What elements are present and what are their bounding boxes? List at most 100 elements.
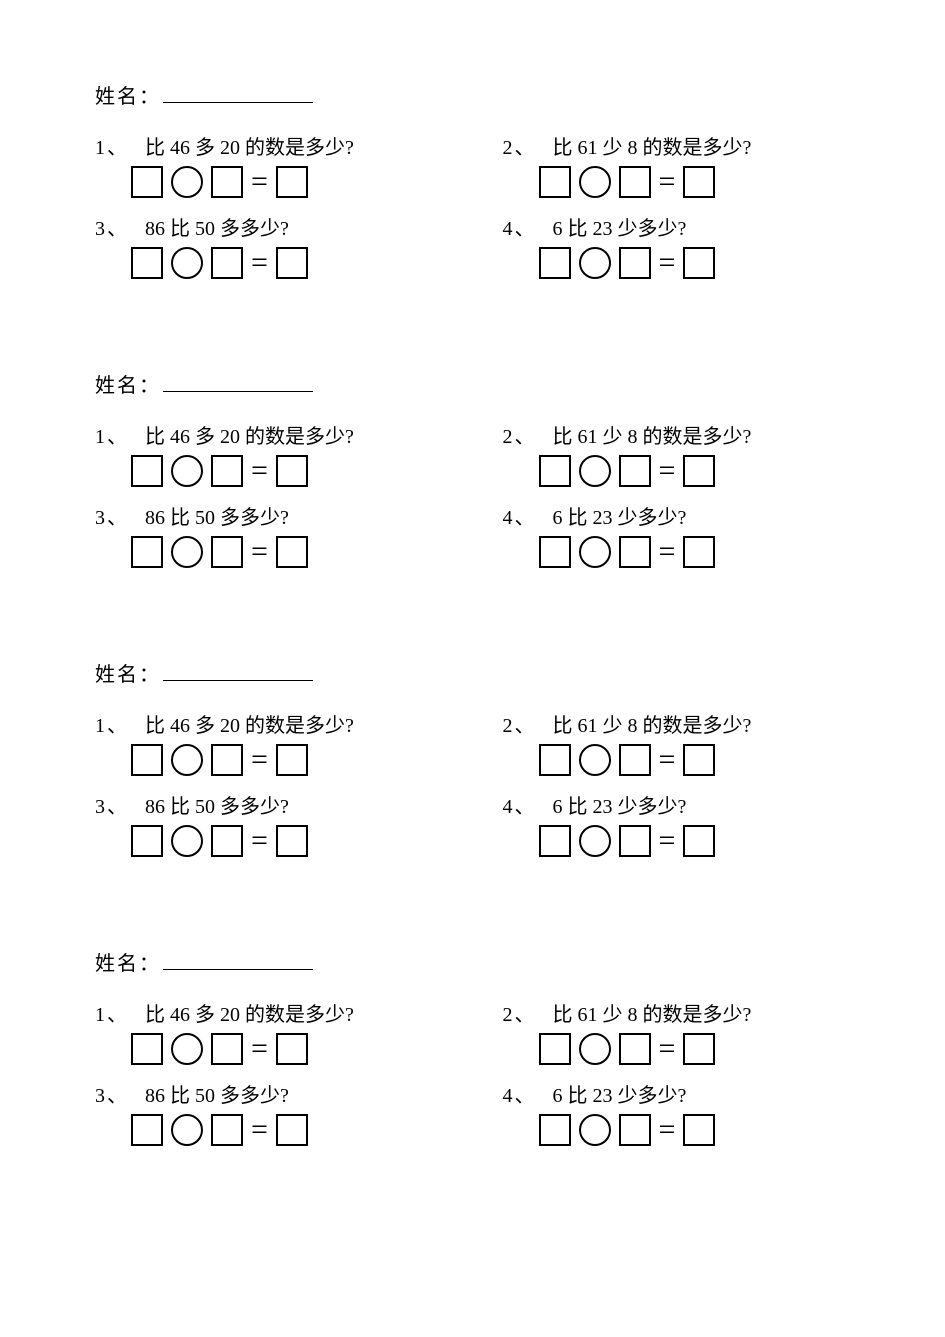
question-text: 1、比 46 多 20 的数是多少? — [95, 131, 443, 160]
square-box-icon — [211, 744, 243, 776]
equation-row: = — [503, 825, 851, 857]
square-box-icon — [131, 247, 163, 279]
equation-row: = — [95, 536, 443, 568]
question-separator: 、 — [515, 998, 535, 1027]
square-box-icon — [539, 536, 571, 568]
question-block: 3、 86 比 50 多多少? = — [95, 1079, 443, 1156]
square-box-icon — [276, 247, 308, 279]
question-text: 4、6 比 23 少多少? — [503, 501, 851, 530]
square-box-icon — [211, 247, 243, 279]
square-box-icon — [683, 247, 715, 279]
equation-row: = — [95, 455, 443, 487]
name-label: 姓名： — [95, 369, 161, 398]
name-line: 姓名： — [95, 369, 850, 398]
square-box-icon — [683, 744, 715, 776]
question-body: 比 61 少 8 的数是多少? — [553, 131, 752, 160]
circle-box-icon — [579, 1114, 611, 1146]
equals-sign: = — [251, 1115, 268, 1145]
question-number: 4 — [503, 218, 513, 241]
equation-row: = — [503, 744, 851, 776]
square-box-icon — [683, 166, 715, 198]
name-label: 姓名： — [95, 80, 161, 109]
square-box-icon — [131, 1114, 163, 1146]
name-blank — [163, 969, 313, 970]
equals-sign: = — [659, 1034, 676, 1064]
question-block: 1、比 46 多 20 的数是多少?= — [95, 709, 443, 786]
square-box-icon — [619, 744, 651, 776]
circle-box-icon — [171, 825, 203, 857]
circle-box-icon — [171, 1033, 203, 1065]
question-text: 4、6 比 23 少多少? — [503, 212, 851, 241]
circle-box-icon — [579, 1033, 611, 1065]
question-text: 1、比 46 多 20 的数是多少? — [95, 998, 443, 1027]
question-number: 2 — [503, 1004, 513, 1027]
equals-sign: = — [659, 537, 676, 567]
question-number: 3 — [95, 1085, 105, 1108]
circle-box-icon — [579, 536, 611, 568]
question-text: 3、86 比 50 多多少? — [95, 212, 443, 241]
circle-box-icon — [579, 455, 611, 487]
question-row: 3、 86 比 50 多多少? = 4、6 比 23 少多少? = — [95, 790, 850, 867]
question-body: 6 比 23 少多少? — [553, 501, 687, 530]
question-row: 1、比 46 多 20 的数是多少? = 2、比 61 少 8 的数是多少? = — [95, 131, 850, 208]
question-body: 86 比 50 多多少? — [145, 790, 289, 819]
question-separator: 、 — [515, 131, 535, 160]
square-box-icon — [131, 455, 163, 487]
square-box-icon — [539, 1114, 571, 1146]
square-box-icon — [276, 1033, 308, 1065]
question-body: 86 比 50 多多少? — [145, 212, 289, 241]
square-box-icon — [539, 166, 571, 198]
equation-row: = — [95, 166, 443, 198]
square-box-icon — [619, 166, 651, 198]
square-box-icon — [539, 455, 571, 487]
question-text: 3、86 比 50 多多少? — [95, 501, 443, 530]
equals-sign: = — [251, 248, 268, 278]
question-block: 2、比 61 少 8 的数是多少?= — [503, 998, 851, 1075]
square-box-icon — [539, 825, 571, 857]
question-block: 4、6 比 23 少多少? = — [503, 501, 851, 578]
square-box-icon — [131, 825, 163, 857]
circle-box-icon — [579, 744, 611, 776]
question-body: 比 46 多 20 的数是多少? — [145, 131, 354, 160]
name-label: 姓名： — [95, 947, 161, 976]
question-row: 1、比 46 多 20 的数是多少?=2、比 61 少 8 的数是多少?= — [95, 420, 850, 497]
question-separator: 、 — [515, 1079, 535, 1108]
square-box-icon — [211, 536, 243, 568]
question-text: 3、 86 比 50 多多少? — [95, 790, 443, 819]
equation-row: = — [95, 825, 443, 857]
question-block: 3、86 比 50 多多少? = — [95, 501, 443, 578]
question-text: 2、比 61 少 8 的数是多少? — [503, 131, 851, 160]
equals-sign: = — [251, 537, 268, 567]
question-separator: 、 — [107, 131, 127, 160]
square-box-icon — [276, 1114, 308, 1146]
question-separator: 、 — [107, 790, 127, 819]
circle-box-icon — [171, 744, 203, 776]
square-box-icon — [619, 825, 651, 857]
question-body: 6 比 23 少多少? — [553, 212, 687, 241]
question-separator: 、 — [107, 1079, 127, 1108]
equals-sign: = — [659, 167, 676, 197]
square-box-icon — [619, 1033, 651, 1065]
name-line: 姓名： — [95, 947, 850, 976]
square-box-icon — [683, 825, 715, 857]
question-block: 4、6 比 23 少多少?= — [503, 212, 851, 289]
question-block: 1、比 46 多 20 的数是多少? = — [95, 131, 443, 208]
question-text: 4、6 比 23 少多少? — [503, 790, 851, 819]
equation-row: = — [95, 744, 443, 776]
square-box-icon — [539, 1033, 571, 1065]
question-body: 比 61 少 8 的数是多少? — [553, 420, 752, 449]
square-box-icon — [276, 825, 308, 857]
question-text: 2、比 61 少 8 的数是多少? — [503, 420, 851, 449]
equals-sign: = — [659, 1115, 676, 1145]
equals-sign: = — [251, 826, 268, 856]
equation-row: = — [503, 1033, 851, 1065]
question-number: 3 — [95, 796, 105, 819]
equation-row: = — [503, 1114, 851, 1146]
question-number: 4 — [503, 507, 513, 530]
question-separator: 、 — [515, 420, 535, 449]
question-block: 1、比 46 多 20 的数是多少?= — [95, 998, 443, 1075]
square-box-icon — [131, 1033, 163, 1065]
equals-sign: = — [251, 456, 268, 486]
question-body: 86 比 50 多多少? — [145, 1079, 289, 1108]
question-body: 6 比 23 少多少? — [553, 790, 687, 819]
